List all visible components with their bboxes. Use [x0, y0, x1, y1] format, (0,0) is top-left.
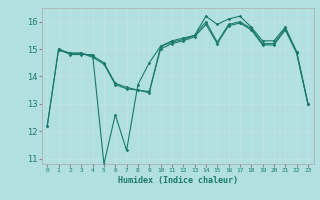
X-axis label: Humidex (Indice chaleur): Humidex (Indice chaleur) [118, 176, 237, 185]
